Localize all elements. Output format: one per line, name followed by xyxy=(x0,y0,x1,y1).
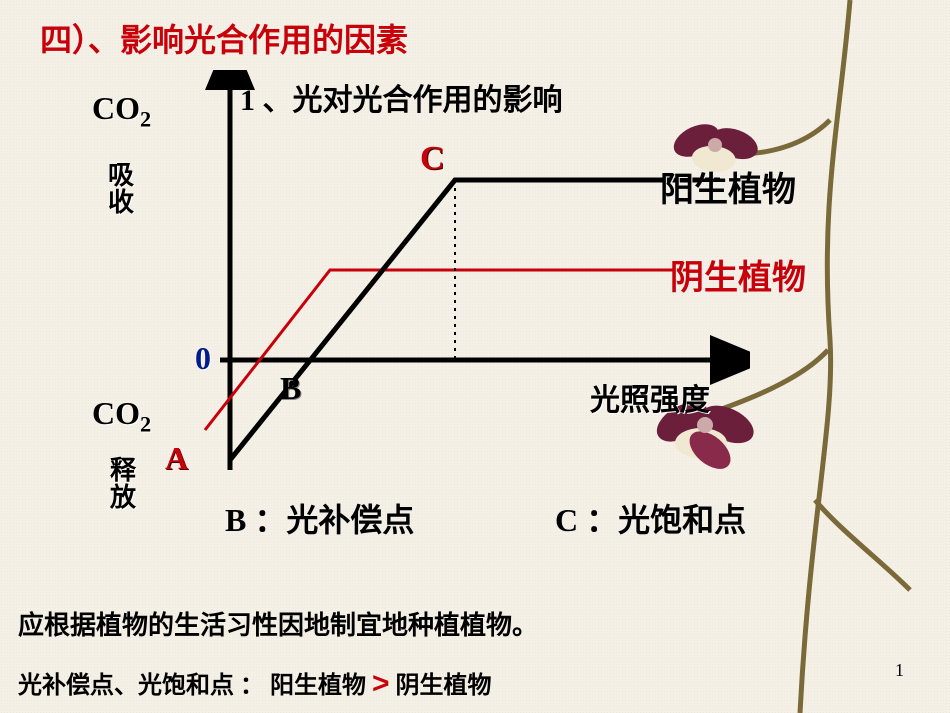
section-title: 四）、影响光合作用的因素 xyxy=(40,15,408,61)
legend-c: C ：光饱和点 xyxy=(555,495,746,541)
point-b-label: B xyxy=(280,370,301,407)
slide-content: 四）、影响光合作用的因素 1 、光对光合作用的影响 CO2 吸 收 CO2 释 … xyxy=(0,0,950,713)
sun-plant-label: 阳生植物 xyxy=(660,162,796,211)
y-label-co2-top: CO2 xyxy=(92,90,151,132)
origin-label: 0 xyxy=(195,340,211,377)
page-number: 1 xyxy=(895,660,904,681)
y-label-release-2: 放 xyxy=(110,477,136,514)
y-label-absorb-2: 收 xyxy=(108,182,134,219)
greater-than-symbol: > xyxy=(372,667,390,700)
note-line-2-post: 阴生植物 xyxy=(396,673,492,699)
note-line-2-pre: 光补偿点、光饱和点 ： 阳生植物 xyxy=(18,673,372,699)
point-c-label: C xyxy=(420,140,445,178)
shade-plant-label: 阴生植物 xyxy=(670,250,806,299)
note-line-1: 应根据植物的生活习性因地制宜地种植植物。 xyxy=(18,605,538,642)
point-a-label: A xyxy=(165,440,188,477)
note-line-2: 光补偿点、光饱和点 ： 阳生植物 > 阴生植物 xyxy=(18,665,492,701)
x-axis-label: 光照强度 xyxy=(590,375,710,419)
legend-b: B ：光补偿点 xyxy=(225,495,414,541)
photosynthesis-chart xyxy=(150,70,750,490)
y-label-co2-bot: CO2 xyxy=(92,395,151,437)
